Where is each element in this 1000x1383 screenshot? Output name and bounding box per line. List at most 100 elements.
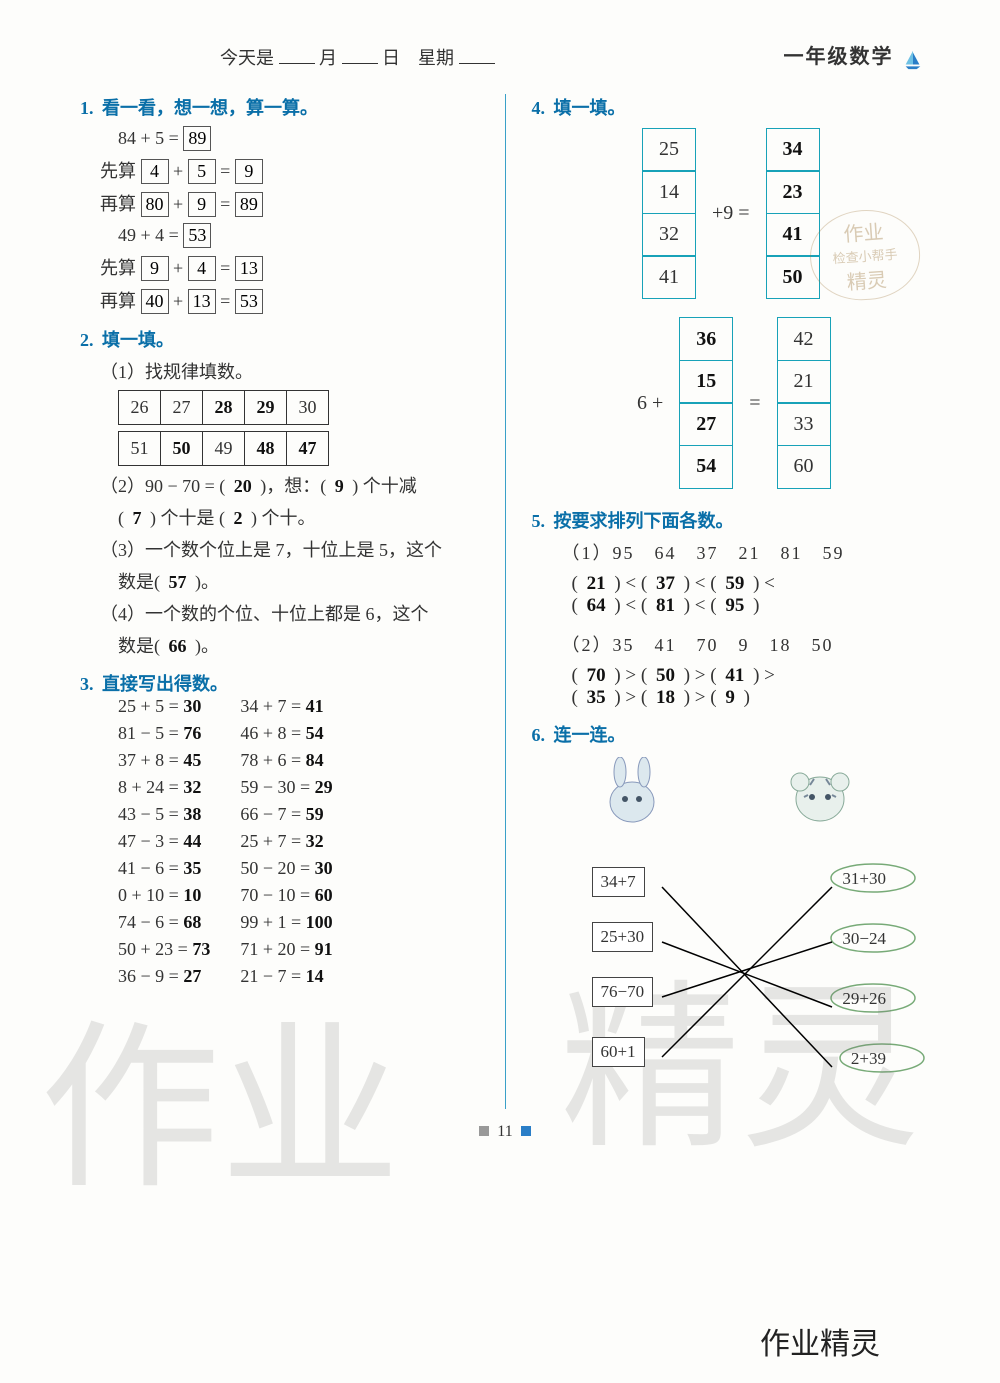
q6-title: 连一连。: [554, 725, 626, 745]
stack-cell: 25: [642, 128, 696, 172]
q4-g2-pre: 6 +: [631, 392, 669, 415]
q1-l6-a: 40: [141, 289, 169, 314]
math-equation: 37 + 8 = 45: [118, 750, 210, 771]
q1-l2-c: 9: [235, 159, 263, 184]
seq-cell: 50: [161, 431, 203, 465]
math-equation: 50 − 20 = 30: [240, 858, 332, 879]
q1-l1-expr: 84 + 5 =: [118, 128, 179, 148]
math-equation: 99 + 1 = 100: [240, 912, 332, 933]
math-equation: 21 − 7 = 14: [240, 966, 332, 987]
math-equation: 66 − 7 = 59: [240, 804, 332, 825]
q1-l4-ans: 53: [183, 223, 211, 248]
match-left-box: 76−70: [592, 977, 654, 1007]
seq-cell: 28: [203, 390, 245, 424]
match-left-box: 25+30: [592, 922, 654, 952]
stack-cell: 32: [642, 213, 696, 257]
q4-g1-right-stack: 34234150: [766, 128, 820, 300]
q1-l5-c: 13: [235, 256, 263, 281]
seq-cell: 26: [119, 390, 161, 424]
q1-l5-a: 9: [141, 256, 169, 281]
math-equation: 43 − 5 = 38: [118, 804, 210, 825]
q2-p4b: 数是( 66 )。: [118, 632, 479, 658]
math-equation: 47 − 3 = 44: [118, 831, 210, 852]
stack-cell: 21: [777, 360, 831, 404]
weekday-label: 星期: [418, 48, 454, 68]
q1-l6-pre: 再算: [100, 291, 136, 311]
q4-g2-left-stack: 36152754: [679, 317, 733, 489]
page-number: 11: [80, 1123, 930, 1141]
q2-p2: （2）90 − 70 = ( 20 )，想：( 9 ) 个十减: [100, 472, 479, 498]
q1-l3-c: 89: [235, 192, 263, 217]
seq-cell: 49: [203, 431, 245, 465]
math-equation: 36 − 9 = 27: [118, 966, 210, 987]
math-equation: 81 − 5 = 76: [118, 723, 210, 744]
date-prefix: 今天是: [220, 48, 274, 68]
q6-num: 6.: [532, 725, 546, 745]
q5-num: 5.: [532, 511, 546, 531]
q4-g1: 25143241 +9 = 34234150: [532, 128, 931, 300]
q6-match-area: 34+725+3076−7060+1 31+3030−2429+262+39: [532, 757, 931, 1097]
q1-l1-ans: 89: [183, 126, 211, 151]
stack-cell: 36: [679, 317, 733, 361]
q4-g2: 6 + 36152754 = 42213360: [532, 317, 931, 489]
q4-g2-right-stack: 42213360: [777, 317, 831, 489]
month-blank: [279, 46, 315, 64]
pagenum-blue-square-icon: [521, 1126, 531, 1136]
q6: 6. 连一连。 34+725+3076−7060+1 31+3030−2429+…: [532, 721, 931, 1097]
stack-cell: 33: [777, 402, 831, 446]
q2-p2b: ( 7 ) 个十是 ( 2 ) 个十。: [118, 504, 479, 530]
q1-l6-b: 13: [188, 289, 216, 314]
q4-g1-op: +9 =: [706, 202, 756, 225]
math-equation: 74 − 6 = 68: [118, 912, 210, 933]
q2-seq2: 5150494847: [118, 431, 329, 466]
seq-cell: 30: [287, 390, 329, 424]
match-right-leaf: 29+26: [836, 987, 880, 1007]
q4: 4. 填一填。 25143241 +9 = 34234150 6 + 36152…: [532, 94, 931, 489]
stack-cell: 50: [766, 255, 820, 299]
q1-l2-pre: 先算: [100, 161, 136, 181]
stack-cell: 42: [777, 317, 831, 361]
math-equation: 50 + 23 = 73: [118, 939, 210, 960]
stack-cell: 41: [642, 255, 696, 299]
match-right-leaf: 31+30: [836, 867, 880, 887]
math-equation: 25 + 7 = 32: [240, 831, 332, 852]
stack-cell: 15: [679, 360, 733, 404]
stack-cell: 54: [679, 445, 733, 489]
weekday-blank: [459, 46, 495, 64]
day-blank: [342, 46, 378, 64]
seq-cell: 27: [161, 390, 203, 424]
grade-label: 一年级数学: [784, 46, 894, 68]
q3-left-col: 25 + 5 = 3081 − 5 = 7637 + 8 = 458 + 24 …: [118, 696, 210, 987]
seq-cell: 29: [245, 390, 287, 424]
q4-num: 4.: [532, 98, 546, 118]
q1-l5-pre: 先算: [100, 258, 136, 278]
q2-p3a: （3）一个数个位上是 7，十位上是 5，这个: [100, 536, 479, 562]
q3-num: 3.: [80, 674, 94, 694]
footer-handwriting: 作业精灵: [760, 1319, 880, 1363]
match-right-leaf: 2+39: [845, 1047, 880, 1067]
q1-l6-c: 53: [235, 289, 263, 314]
q3-right-col: 34 + 7 = 4146 + 8 = 5478 + 6 = 8459 − 30…: [240, 696, 332, 987]
grade-block: 一年级数学: [784, 40, 925, 70]
stack-cell: 41: [766, 213, 820, 257]
q4-g2-op: =: [743, 392, 766, 415]
q5-p2-ans: ( 70 ) > ( 50 ) > ( 41 ) > ( 35 ) > ( 18…: [572, 665, 931, 709]
q1-l2-a: 4: [141, 159, 169, 184]
q1-l3-a: 80: [141, 192, 169, 217]
page-header: 今天是 月 日 星期 一年级数学: [80, 40, 930, 76]
q2-p4a: （4）一个数的个位、十位上都是 6，这个: [100, 600, 479, 626]
math-equation: 8 + 24 = 32: [118, 777, 210, 798]
math-equation: 70 − 10 = 60: [240, 885, 332, 906]
date-line: 今天是 月 日 星期: [220, 44, 495, 70]
match-left-box: 34+7: [592, 867, 645, 897]
q2-num: 2.: [80, 330, 94, 350]
q2: 2. 填一填。 （1）找规律填数。 2627282930 5150494847 …: [80, 326, 479, 658]
q5-p2-nums: （2）35 41 70 9 18 50: [562, 631, 931, 657]
math-equation: 78 + 6 = 84: [240, 750, 332, 771]
right-column: 4. 填一填。 25143241 +9 = 34234150 6 + 36152…: [532, 94, 931, 1109]
q1-l4-expr: 49 + 4 =: [118, 225, 179, 245]
q1-l3-pre: 再算: [100, 194, 136, 214]
q3: 3. 直接写出得数。 25 + 5 = 3081 − 5 = 7637 + 8 …: [80, 670, 479, 987]
stack-cell: 14: [642, 170, 696, 214]
math-equation: 71 + 20 = 91: [240, 939, 332, 960]
